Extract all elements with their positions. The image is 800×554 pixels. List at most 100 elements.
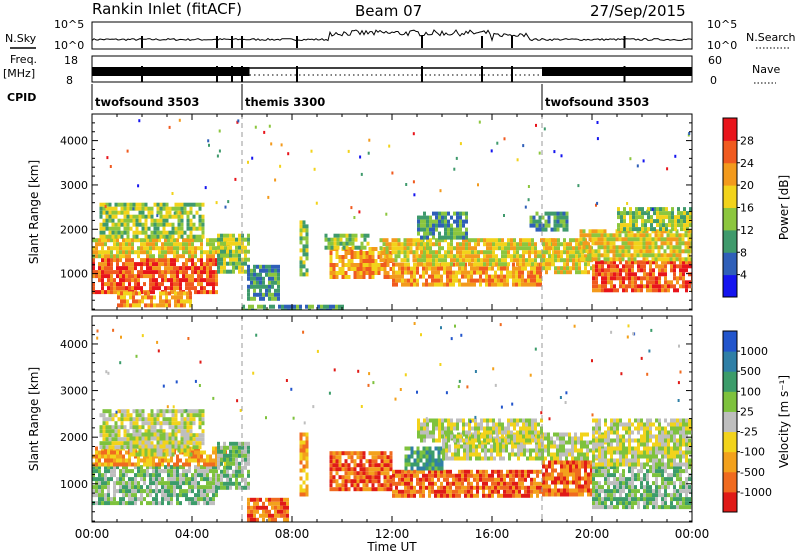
data-cell [667,280,670,285]
data-cell [461,266,464,271]
data-cell [607,264,610,269]
data-cell [183,421,187,426]
data-cell [509,493,512,498]
data-cell [682,280,685,285]
data-cell [377,479,381,484]
data-cell [458,473,461,478]
data-cell [209,477,212,482]
data-cell [171,409,175,414]
data-cell [459,258,462,263]
data-cell [662,223,665,228]
data-cell [531,246,534,251]
data-cell [238,249,241,254]
data-cell [410,278,413,283]
data-cell [455,489,458,494]
data-cell [277,497,280,502]
data-cell [456,235,459,240]
data-cell [610,284,613,289]
data-cell [552,250,555,255]
data-cell [663,241,667,246]
data-cell [622,268,625,273]
data-cell [117,437,121,442]
data-cell [675,253,679,258]
data-cell [683,227,686,232]
data-cell [146,238,149,243]
data-cell [417,223,420,228]
data-cell [665,207,668,212]
data-cell [171,234,175,239]
data-cell [232,441,235,446]
data-cell [547,219,551,224]
data-cell [464,485,467,490]
data-cell [162,222,166,227]
data-cell [299,476,303,481]
data-cell [108,417,112,422]
data-cell [441,219,444,224]
data-cell [217,245,220,250]
data-cell [420,235,423,240]
data-cell [432,258,435,263]
data-cell [688,260,691,265]
data-cell [458,469,461,474]
data-cell [601,284,604,289]
data-cell [116,286,119,291]
data-cell [617,223,620,228]
data-cell [493,444,496,449]
data-cell [657,237,661,242]
data-cell [471,258,474,263]
data-cell [247,264,250,269]
data-cell [98,465,101,470]
data-cell [192,437,196,442]
data-cell [507,250,510,255]
data-cell [102,429,106,434]
data-cell [250,272,253,277]
data-cell [147,291,150,296]
data-cell [168,206,172,211]
data-cell [332,267,336,271]
data-speckle [109,165,112,168]
data-cell [597,237,601,242]
data-cell [107,458,110,463]
data-cell [232,453,235,458]
data-cell [271,284,274,289]
data-cell [420,242,423,247]
data-cell [189,425,193,430]
data-cell [485,493,488,498]
data-cell [673,260,676,265]
data-cell [305,244,309,249]
data-speckle [477,183,479,187]
data-cell [407,469,410,474]
data-cell [437,278,440,283]
data-cell [274,296,277,301]
data-cell [161,242,164,247]
data-cell [491,278,494,283]
data-cell [182,481,185,486]
data-cell [618,237,622,242]
data-cell [174,429,178,434]
data-cell [470,274,473,279]
data-cell [122,282,125,287]
data-cell [380,459,384,464]
data-cell [206,258,209,263]
data-cell [603,233,607,238]
data-cell [383,475,387,480]
data-cell [665,211,668,216]
data-cell [594,249,598,254]
data-cell [497,282,500,287]
data-cell [123,226,127,231]
data-cell [168,230,172,235]
data-cell [467,477,470,482]
data-cell [335,479,339,484]
data-cell [385,246,389,251]
data-cell [565,452,568,457]
data-cell [191,497,194,502]
data-cell [404,469,407,474]
data-cell [197,458,200,463]
data-cell [687,257,691,262]
data-cell [648,245,652,250]
data-cell [158,282,161,287]
data-cell [690,249,692,254]
data-cell [444,223,447,228]
data-cell [515,270,518,275]
data-cell [422,485,425,490]
